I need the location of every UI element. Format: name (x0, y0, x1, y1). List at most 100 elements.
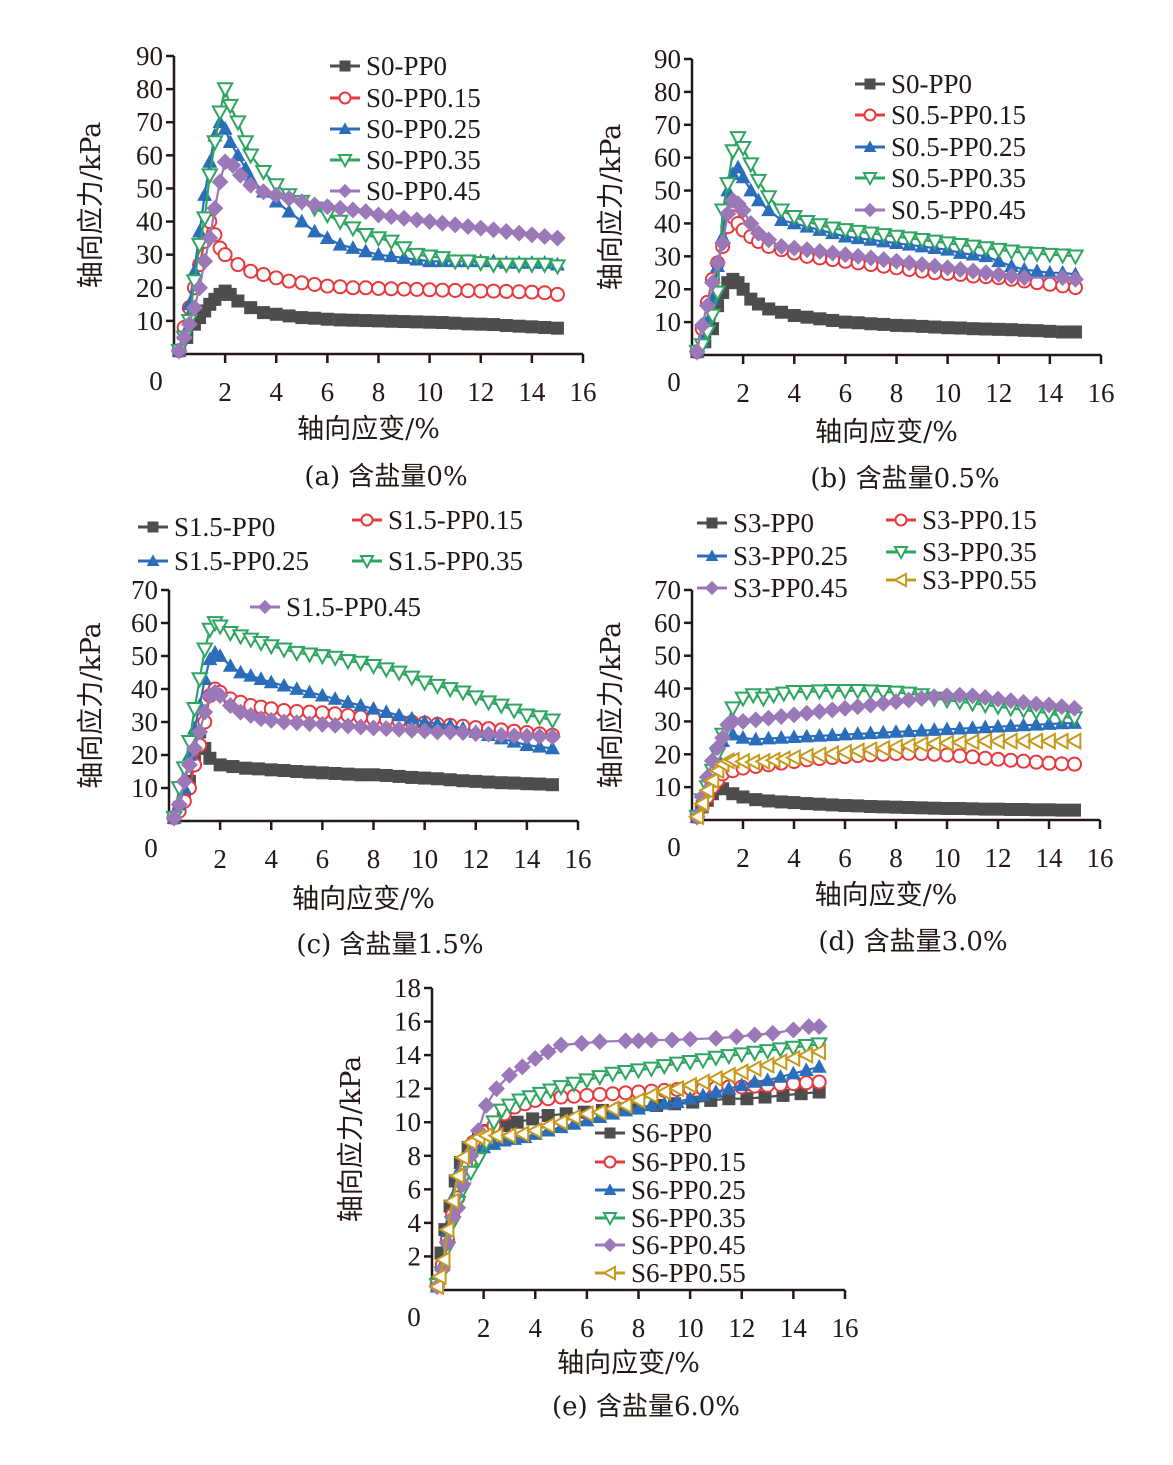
y-tick-label: 70 (654, 575, 681, 605)
data-point (510, 257, 528, 274)
data-point (875, 251, 893, 269)
data-point (197, 187, 213, 201)
x-tick-label: 8 (890, 378, 904, 408)
data-point (543, 713, 562, 730)
data-point (1002, 244, 1021, 261)
data-point (289, 681, 305, 695)
data-point (367, 768, 380, 782)
panel-caption: (c) 含盐量1.5% (296, 930, 483, 960)
data-point (743, 182, 759, 197)
y-tick-label: 70 (654, 110, 681, 140)
data-point (751, 297, 765, 311)
data-point (277, 764, 291, 778)
data-point (196, 252, 214, 270)
data-point (256, 306, 270, 320)
origin-label: 0 (667, 832, 681, 862)
data-point (429, 715, 445, 730)
data-point (825, 798, 839, 812)
data-point (379, 768, 393, 782)
data-point (915, 801, 928, 815)
data-point (226, 760, 240, 774)
data-point (344, 201, 362, 219)
legend-label: S0-PP0.45 (366, 176, 481, 206)
x-tick-label: 8 (889, 843, 903, 873)
data-point (798, 214, 816, 232)
series-S3-PP0.45 (688, 686, 1083, 826)
data-point (695, 1087, 711, 1102)
data-point (784, 748, 801, 767)
data-point (902, 319, 916, 333)
y-tick-label: 12 (394, 1074, 421, 1104)
data-point (333, 313, 347, 327)
legend-label: S0.5-PP0.35 (891, 163, 1026, 193)
data-point (282, 309, 296, 323)
x-tick-label: 4 (788, 378, 802, 408)
legend: S1.5-PP0 S1.5-PP0.15 S1.5-PP0.25 S1.5-PP0.3… (138, 505, 523, 622)
data-point (170, 796, 188, 813)
legend-item: S6-PP0.15 (595, 1147, 746, 1177)
data-point (785, 239, 803, 257)
data-point (687, 807, 704, 826)
legend-marker (892, 572, 907, 588)
data-point (484, 257, 503, 274)
data-point (836, 246, 854, 264)
data-point (526, 1121, 543, 1140)
y-tick-label: 4 (408, 1208, 422, 1238)
data-point (877, 317, 891, 331)
legend-marker (602, 1212, 618, 1227)
x-axis-title: 轴向应变/% (815, 880, 958, 911)
data-point (430, 1267, 447, 1286)
data-point (231, 294, 245, 308)
data-point (1016, 261, 1032, 276)
x-tick-label: 12 (985, 843, 1012, 873)
data-point (474, 317, 488, 331)
data-point (810, 1018, 828, 1036)
data-point (441, 682, 460, 699)
data-point (395, 241, 413, 258)
data-point (190, 672, 209, 689)
legend-item: S6-PP0.45 (595, 1230, 746, 1260)
y-tick-label: 30 (131, 707, 158, 737)
data-point (364, 659, 383, 676)
data-point (938, 687, 956, 705)
y-axis-title: 轴向应力/kPa (76, 622, 107, 789)
legend-label: S0.5-PP0.45 (891, 195, 1026, 225)
x-tick-label: 10 (934, 378, 961, 408)
data-point (1002, 692, 1020, 710)
data-point (786, 729, 802, 744)
y-tick-label: 80 (654, 77, 681, 107)
data-point (1067, 756, 1082, 772)
data-point (706, 1069, 723, 1088)
y-tick-label: 10 (131, 773, 158, 803)
data-point (692, 794, 710, 813)
data-point (643, 1097, 659, 1112)
data-point (443, 1192, 460, 1210)
legend-marker (338, 122, 352, 134)
data-point (510, 1093, 529, 1110)
data-point (448, 316, 462, 330)
data-point (823, 701, 841, 719)
data-point (539, 1043, 557, 1061)
legend-item: S1.5-PP0.15 (352, 505, 523, 535)
data-point (1004, 258, 1020, 273)
data-point (281, 203, 297, 218)
data-point (544, 740, 560, 755)
data-point (977, 719, 993, 734)
data-point (760, 1072, 776, 1087)
data-point (681, 1054, 699, 1072)
series-S3-PP0 (690, 780, 1081, 824)
legend-label: S6-PP0.35 (631, 1203, 746, 1233)
y-tick-label: 10 (136, 306, 163, 336)
data-point (714, 729, 732, 747)
data-point (762, 794, 775, 808)
data-point (454, 724, 472, 742)
data-point (459, 218, 477, 235)
data-point (681, 1030, 699, 1048)
data-point (520, 777, 534, 791)
data-point (263, 674, 279, 689)
data-point (513, 1058, 531, 1076)
series-S6-PP0.55 (427, 1042, 827, 1296)
data-point (461, 317, 475, 331)
data-point (521, 1090, 539, 1107)
